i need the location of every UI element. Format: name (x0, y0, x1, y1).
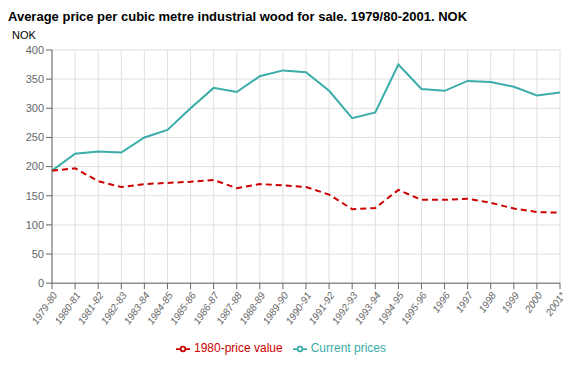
svg-text:1993-94: 1993-94 (352, 290, 383, 327)
svg-text:1983-84: 1983-84 (121, 290, 152, 327)
svg-text:1991-92: 1991-92 (306, 290, 337, 327)
svg-text:1987-88: 1987-88 (214, 290, 245, 327)
html-text:NOK: NOK (12, 29, 36, 41)
svg-text:1995-96: 1995-96 (399, 290, 429, 327)
svg-text:1990-91: 1990-91 (283, 290, 314, 327)
svg-text:1994-95: 1994-95 (375, 290, 406, 327)
svg-text:250: 250 (26, 131, 44, 143)
svg-text:1996: 1996 (430, 290, 452, 315)
svg-text:200: 200 (26, 160, 44, 172)
svg-text:300: 300 (26, 102, 44, 114)
svg-text:2001*: 2001* (543, 289, 568, 318)
html-text:Current prices: Current prices (310, 341, 386, 356)
svg-text:2000: 2000 (522, 290, 545, 316)
svg-text:1982-83: 1982-83 (98, 290, 129, 327)
svg-text:1999: 1999 (499, 290, 521, 315)
svg-text:1997: 1997 (453, 290, 475, 315)
svg-text:1984-85: 1984-85 (144, 290, 175, 327)
svg-text:1992-93: 1992-93 (329, 290, 360, 327)
svg-text:1985-86: 1985-86 (167, 290, 198, 327)
svg-text:1989-90: 1989-90 (260, 290, 291, 327)
svg-text:400: 400 (26, 44, 44, 56)
svg-text:1986-87: 1986-87 (191, 290, 222, 327)
svg-text:350: 350 (26, 73, 44, 85)
svg-text:0: 0 (38, 277, 44, 289)
svg-text:1998: 1998 (476, 290, 498, 315)
svg-text:1980-81: 1980-81 (52, 290, 83, 327)
svg-text:150: 150 (26, 190, 44, 202)
svg-text:50: 50 (32, 248, 44, 260)
svg-text:1988-89: 1988-89 (237, 290, 268, 327)
svg-text:100: 100 (26, 219, 44, 231)
html-text:1980-price value: 1980-price value (194, 341, 283, 356)
svg-text:1981-82: 1981-82 (75, 290, 106, 327)
html-text:Average price per cubic metre: Average price per cubic metre industrial… (8, 9, 467, 24)
svg-text:1979-80: 1979-80 (29, 290, 60, 327)
